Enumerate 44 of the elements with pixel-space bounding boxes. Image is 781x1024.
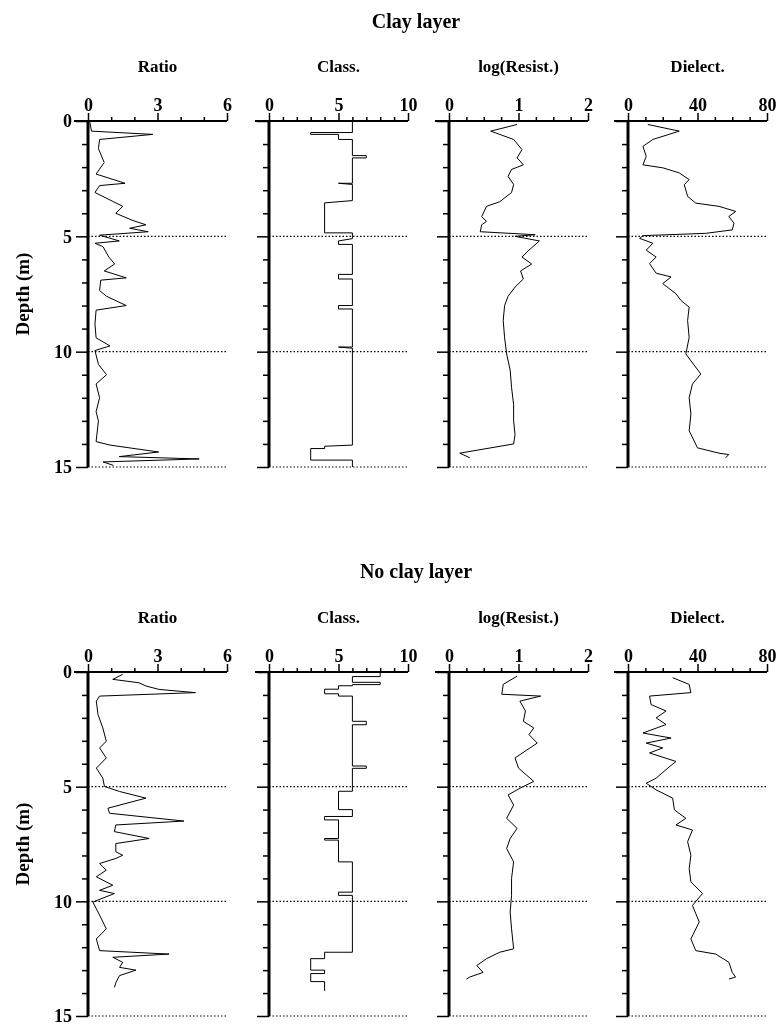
x-tick-label: 40 [689,95,707,115]
x-tick-label: 3 [153,95,163,115]
y-axis-title: Depth (m) [11,252,34,336]
x-tick-label: 6 [223,646,232,666]
x-axis-title: Dielect. [670,608,725,627]
x-axis-title: log(Resist.) [478,608,559,627]
x-tick-label: 1 [514,95,524,115]
x-tick-label: 0 [84,646,93,666]
x-tick-label: 1 [514,646,524,666]
x-tick-label: 2 [584,646,593,666]
y-tick-label: 10 [54,891,72,912]
x-tick-label: 0 [624,646,633,666]
x-axis-title: Ratio [137,608,178,627]
y-tick-label: 10 [54,341,72,362]
x-tick-label: 0 [265,95,274,115]
y-tick-label: 15 [54,457,72,478]
x-tick-label: 80 [758,646,777,666]
y-tick-label: 15 [54,1006,72,1024]
x-tick-label: 6 [223,95,232,115]
x-axis-title: Class. [317,608,360,627]
x-tick-label: 0 [624,95,633,115]
y-tick-label: 5 [63,226,72,247]
x-axis-title: Dielect. [670,57,725,76]
x-tick-label: 5 [334,646,344,666]
x-tick-label: 2 [584,95,593,115]
x-axis-title: log(Resist.) [478,57,559,76]
x-tick-label: 5 [334,95,344,115]
x-tick-label: 0 [265,646,274,666]
chart-title: No clay layer [359,560,473,583]
x-tick-label: 40 [689,646,707,666]
y-axis-title: Depth (m) [11,802,34,886]
y-tick-label: 5 [63,776,72,797]
x-tick-label: 0 [445,646,454,666]
x-tick-label: 0 [84,95,93,115]
chart-title: Clay layer [371,10,461,33]
x-tick-label: 3 [153,646,163,666]
x-tick-label: 0 [445,95,454,115]
y-tick-label: 0 [63,662,72,683]
x-axis-title: Class. [317,57,360,76]
x-tick-label: 80 [758,95,777,115]
x-tick-label: 10 [399,646,418,666]
x-tick-label: 10 [399,95,418,115]
x-axis-title: Ratio [137,57,178,76]
y-tick-label: 0 [63,111,72,132]
